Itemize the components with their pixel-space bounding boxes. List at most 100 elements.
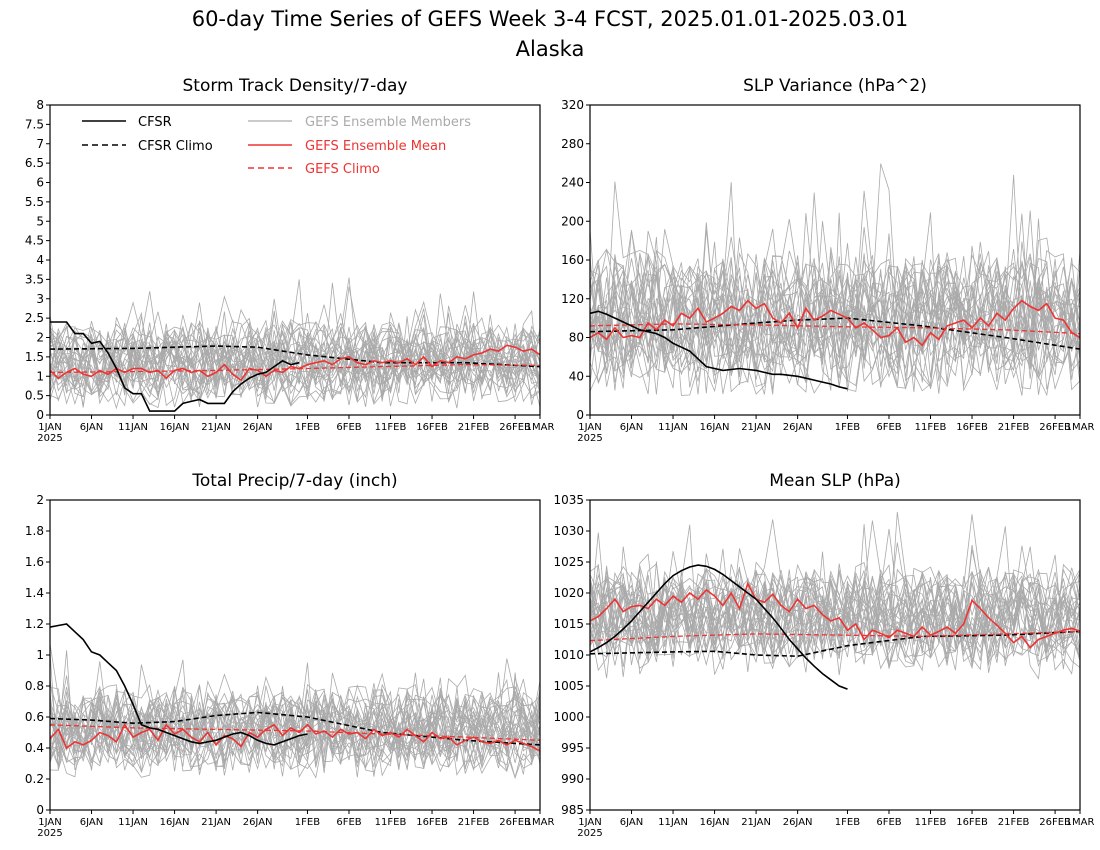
slp-variance-member-line bbox=[590, 272, 1080, 379]
storm-track-ytick-label: 1.5 bbox=[25, 350, 44, 364]
legend-cfsr-label: CFSR bbox=[138, 115, 172, 130]
slp-variance-xtick-label: 1FEB bbox=[835, 422, 860, 433]
total-precip-panel-title: Total Precip/7-day (inch) bbox=[191, 471, 397, 491]
slp-variance-ytick-label: 240 bbox=[561, 176, 584, 190]
storm-track-xtick-label: 26FEB bbox=[499, 422, 531, 433]
storm-track-ytick-label: 2.5 bbox=[25, 311, 44, 325]
mean-slp-ytick-label: 1015 bbox=[553, 617, 584, 631]
storm-track-ytick-label: 1 bbox=[36, 369, 44, 383]
mean-slp-ytick-label: 990 bbox=[561, 772, 584, 786]
slp-variance-plot-frame bbox=[589, 104, 1081, 416]
storm-track-ytick-label: 7 bbox=[36, 137, 44, 151]
slp-variance-xtick-label: 1MAR bbox=[1066, 422, 1095, 433]
storm-track-member-line bbox=[50, 313, 540, 405]
slp-variance-xtick-label: 26JAN bbox=[783, 422, 813, 433]
storm-track-xtick-label: 21JAN bbox=[201, 422, 231, 433]
total-precip-series-cfsr bbox=[50, 623, 308, 746]
mean-slp-member-line bbox=[590, 546, 1080, 668]
slp-variance-member-line bbox=[590, 229, 1080, 364]
total-precip-ytick-label: 1.2 bbox=[25, 617, 44, 631]
storm-track-xtick-label: 26JAN bbox=[243, 422, 273, 433]
mean-slp-xtick-label: 26JAN bbox=[783, 817, 813, 828]
slp-variance-member-line bbox=[590, 237, 1080, 364]
mean-slp-xtick-year: 2025 bbox=[577, 828, 602, 839]
total-precip-xtick-year: 2025 bbox=[37, 828, 62, 839]
total-precip-member-line bbox=[50, 672, 540, 762]
mean-slp-ytick-label: 995 bbox=[561, 741, 584, 755]
storm-track-xtick-label: 6FEB bbox=[336, 422, 361, 433]
legend-gefs-climo-label: GEFS Climo bbox=[305, 162, 380, 177]
slp-variance-xtick-label: 16JAN bbox=[700, 422, 730, 433]
total-precip-series-cfsr-climo bbox=[50, 711, 540, 746]
storm-track-series-cfsr-climo bbox=[50, 345, 540, 368]
storm-track-ytick-label: 5 bbox=[36, 214, 44, 228]
slp-variance-series-gefs-ensemble-mean bbox=[590, 299, 1080, 347]
main-title: 60-day Time Series of GEFS Week 3-4 FCST… bbox=[192, 7, 909, 31]
storm-track-ytick-label: 0.5 bbox=[25, 389, 44, 403]
storm-track-ytick-label: 3 bbox=[36, 292, 44, 306]
storm-track-xtick-label: 16JAN bbox=[160, 422, 190, 433]
total-precip-ytick-label: 0.4 bbox=[25, 741, 44, 755]
total-precip-ytick-label: 1 bbox=[36, 648, 44, 662]
slp-variance-ytick-label: 40 bbox=[569, 369, 584, 383]
mean-slp-ensemble-members bbox=[590, 511, 1080, 680]
mean-slp-xtick-label: 21JAN bbox=[741, 817, 771, 828]
storm-track-member-line bbox=[50, 312, 540, 388]
mean-slp-xtick-label: 16JAN bbox=[700, 817, 730, 828]
storm-track-ytick-label: 6.5 bbox=[25, 156, 44, 170]
storm-track-series-gefs-ensemble-mean bbox=[50, 344, 540, 382]
slp-variance-series-gefs-climo bbox=[590, 323, 1080, 335]
storm-track-member-line bbox=[50, 308, 540, 409]
total-precip-ytick-label: 0.6 bbox=[25, 710, 44, 724]
slp-variance-member-line bbox=[590, 283, 1080, 393]
slp-variance-member-line bbox=[590, 212, 1080, 396]
mean-slp-ytick-label: 1000 bbox=[553, 710, 584, 724]
mean-slp-series-gefs-climo bbox=[590, 630, 1080, 642]
total-precip-xtick-label: 16JAN bbox=[160, 817, 190, 828]
mean-slp-ytick-label: 1035 bbox=[553, 493, 584, 507]
total-precip-member-line bbox=[50, 672, 540, 773]
mean-slp-series-cfsr-climo bbox=[590, 630, 1080, 658]
mean-slp-member-line bbox=[590, 524, 1080, 672]
slp-variance-xtick-label: 16FEB bbox=[956, 422, 988, 433]
storm-track-series-gefs-climo bbox=[50, 363, 540, 374]
storm-track-member-line bbox=[50, 318, 540, 387]
total-precip-series-gefs-climo bbox=[50, 724, 540, 741]
mean-slp-panel-title: Mean SLP (hPa) bbox=[769, 471, 901, 491]
slp-variance-member-line bbox=[590, 265, 1080, 384]
total-precip-ytick-label: 1.8 bbox=[25, 524, 44, 538]
total-precip-xtick-label: 6FEB bbox=[336, 817, 361, 828]
total-precip-xtick-label: 1FEB bbox=[295, 817, 320, 828]
slp-variance-xtick-label: 11FEB bbox=[915, 422, 947, 433]
slp-variance-series-cfsr-climo bbox=[590, 317, 1080, 350]
mean-slp-ytick-label: 985 bbox=[561, 803, 584, 817]
slp-variance-series-cfsr bbox=[590, 310, 848, 390]
slp-variance-xtick-year: 2025 bbox=[577, 433, 602, 444]
slp-variance-ytick-label: 80 bbox=[569, 331, 584, 345]
total-precip-xtick-label: 16FEB bbox=[416, 817, 448, 828]
mean-slp-ytick-label: 1025 bbox=[553, 555, 584, 569]
total-precip-ytick-label: 1.6 bbox=[25, 555, 44, 569]
storm-track-ytick-label: 6 bbox=[36, 176, 44, 190]
slp-variance-xtick-label: 26FEB bbox=[1039, 422, 1071, 433]
mean-slp-xtick-label: 6JAN bbox=[620, 817, 643, 828]
mean-slp-xtick-label: 1FEB bbox=[835, 817, 860, 828]
storm-track-ytick-label: 2 bbox=[36, 331, 44, 345]
storm-track-ytick-label: 7.5 bbox=[25, 117, 44, 131]
storm-track-series-cfsr bbox=[50, 321, 300, 412]
panel-slp-variance: SLP Variance (hPa^2) 0 40 80 120 160 200 240 280… bbox=[561, 76, 1094, 444]
total-precip-member-line bbox=[50, 662, 540, 769]
storm-track-ytick-label: 4 bbox=[36, 253, 44, 267]
total-precip-xtick-label: 1JAN bbox=[38, 817, 61, 828]
storm-track-xtick-label: 11FEB bbox=[375, 422, 407, 433]
slp-variance-ytick-label: 120 bbox=[561, 292, 584, 306]
total-precip-xtick-label: 26FEB bbox=[499, 817, 531, 828]
main-subtitle-region: Alaska bbox=[516, 37, 585, 61]
mean-slp-xtick-label: 16FEB bbox=[956, 817, 988, 828]
mean-slp-xtick-label: 1MAR bbox=[1066, 817, 1095, 828]
legend-ens-mean-label: GEFS Ensemble Mean bbox=[305, 139, 446, 154]
storm-track-xtick-label: 21FEB bbox=[458, 422, 490, 433]
mean-slp-xtick-label: 1JAN bbox=[578, 817, 601, 828]
storm-track-ytick-label: 4.5 bbox=[25, 234, 44, 248]
